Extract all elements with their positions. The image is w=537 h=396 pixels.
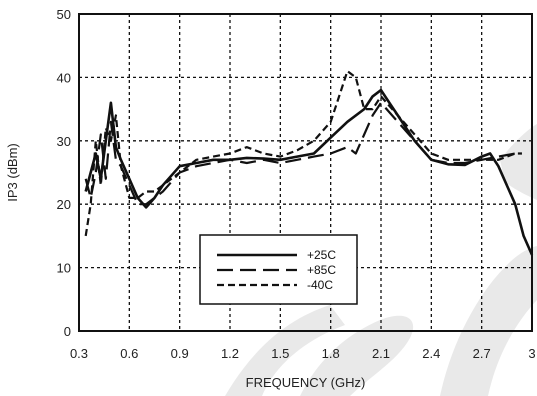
x-axis-ticks: 0.3 0.6 0.9 1.2 1.5 1.8 2.1 2.4 2.7 3 [70,346,536,361]
x-tick-label-3: 1.2 [221,346,239,361]
watermark-shape-2 [440,246,537,396]
y-tick-label-2: 20 [57,197,71,212]
series-line-1 [84,101,522,206]
watermark [225,124,537,396]
x-tick-label-6: 2.1 [372,346,390,361]
y-tick-label-4: 40 [57,70,71,85]
legend-label-2: -40C [307,278,333,292]
x-tick-label-9: 3 [528,346,535,361]
y-tick-label-1: 10 [57,261,71,276]
series-lines [84,69,534,256]
x-tick-label-1: 0.6 [120,346,138,361]
series-line-2 [84,69,522,237]
legend-label-0: +25C [307,248,336,262]
watermark-shape-1 [300,315,414,396]
y-axis-title: IP3 (dBm) [5,143,20,202]
x-tick-label-0: 0.3 [70,346,88,361]
x-tick-label-8: 2.7 [473,346,491,361]
legend: +25C+85C-40C [199,234,358,305]
plot-area-border [78,13,533,332]
y-tick-label-5: 50 [57,7,71,22]
y-tick-label-0: 0 [64,324,71,339]
legend-label-1: +85C [307,263,336,277]
series-line-0 [84,88,534,256]
x-tick-label-5: 1.8 [322,346,340,361]
watermark-shape-0 [225,305,345,396]
watermark-shape-3 [500,124,537,200]
x-tick-label-2: 0.9 [171,346,189,361]
y-axis-ticks: 0 10 20 30 40 50 [57,7,71,339]
x-tick-label-7: 2.4 [422,346,440,361]
y-tick-label-3: 30 [57,134,71,149]
x-axis-title: FREQUENCY (GHz) [246,375,366,390]
x-tick-label-4: 1.5 [271,346,289,361]
